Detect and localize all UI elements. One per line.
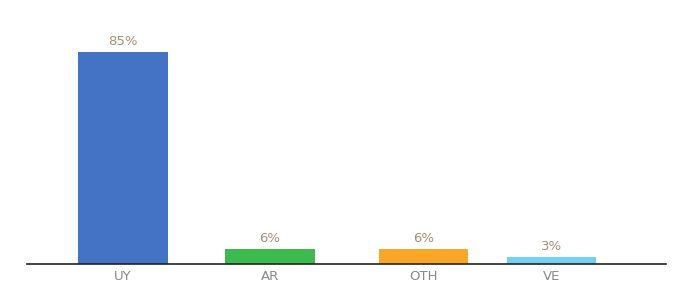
Text: 85%: 85% [108,35,138,48]
Text: 3%: 3% [541,240,562,253]
Bar [78,52,168,264]
Bar [379,249,469,264]
Bar [507,256,596,264]
Bar [225,249,315,264]
Text: 6%: 6% [413,232,434,245]
Text: 6%: 6% [260,232,281,245]
